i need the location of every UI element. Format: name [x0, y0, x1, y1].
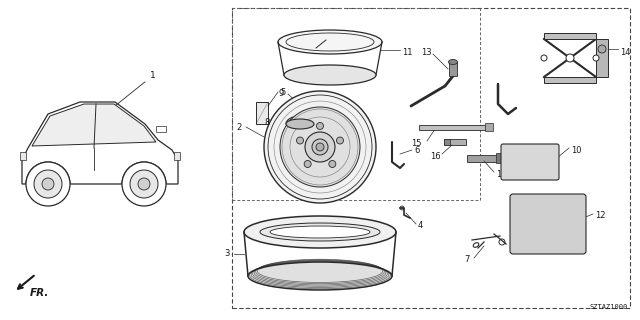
Text: SZTAZ1000: SZTAZ1000: [589, 304, 628, 310]
Ellipse shape: [449, 60, 458, 65]
Ellipse shape: [260, 223, 380, 241]
Text: 9: 9: [278, 89, 284, 98]
Circle shape: [26, 162, 70, 206]
Ellipse shape: [298, 99, 305, 103]
Bar: [449, 62, 457, 76]
Circle shape: [593, 55, 599, 61]
Circle shape: [400, 206, 404, 210]
Circle shape: [296, 137, 303, 144]
Ellipse shape: [305, 132, 335, 162]
Ellipse shape: [312, 139, 328, 155]
Ellipse shape: [244, 216, 396, 248]
Circle shape: [138, 178, 150, 190]
Circle shape: [566, 54, 574, 62]
Circle shape: [304, 161, 311, 167]
Circle shape: [122, 162, 166, 206]
Ellipse shape: [280, 107, 360, 187]
Bar: [496, 153, 506, 163]
Circle shape: [541, 55, 547, 61]
Text: 15: 15: [411, 139, 422, 148]
Circle shape: [329, 161, 336, 167]
Text: 14: 14: [620, 47, 630, 57]
Ellipse shape: [278, 30, 382, 54]
Ellipse shape: [286, 119, 314, 129]
Text: 2: 2: [236, 123, 241, 132]
Bar: [444, 139, 466, 145]
FancyBboxPatch shape: [510, 194, 586, 254]
Text: 3: 3: [224, 250, 229, 259]
Text: 16: 16: [430, 151, 440, 161]
Bar: [174, 152, 180, 160]
Bar: [485, 123, 493, 131]
Text: 1: 1: [112, 71, 156, 108]
Circle shape: [317, 123, 323, 130]
Circle shape: [42, 178, 54, 190]
Text: 6: 6: [414, 146, 419, 155]
Bar: [256, 102, 268, 124]
Bar: [467, 155, 501, 162]
Bar: [544, 77, 596, 83]
Ellipse shape: [284, 65, 376, 85]
Circle shape: [34, 170, 62, 198]
Text: 8: 8: [264, 117, 269, 126]
Bar: [156, 126, 166, 132]
Bar: [20, 152, 26, 160]
Ellipse shape: [248, 262, 392, 290]
Ellipse shape: [270, 226, 370, 238]
Text: 17: 17: [496, 170, 507, 179]
Bar: [232, 8, 630, 308]
Ellipse shape: [316, 143, 324, 151]
Text: 5: 5: [280, 87, 285, 97]
FancyBboxPatch shape: [501, 144, 559, 180]
Polygon shape: [286, 116, 314, 124]
Text: 10: 10: [571, 146, 582, 155]
Bar: [544, 33, 596, 39]
Bar: [444, 139, 450, 145]
Bar: [596, 39, 608, 77]
Text: FR.: FR.: [30, 288, 49, 298]
Circle shape: [337, 137, 344, 144]
Bar: [232, 8, 480, 200]
Text: 11: 11: [402, 47, 413, 57]
PathPatch shape: [32, 104, 156, 146]
Bar: [419, 124, 491, 130]
Ellipse shape: [264, 91, 376, 203]
Circle shape: [130, 170, 158, 198]
Text: 4: 4: [418, 221, 423, 230]
Text: 13: 13: [421, 47, 431, 57]
PathPatch shape: [22, 102, 178, 184]
Text: 7: 7: [464, 255, 469, 265]
Circle shape: [598, 45, 606, 53]
Text: 12: 12: [595, 212, 605, 220]
